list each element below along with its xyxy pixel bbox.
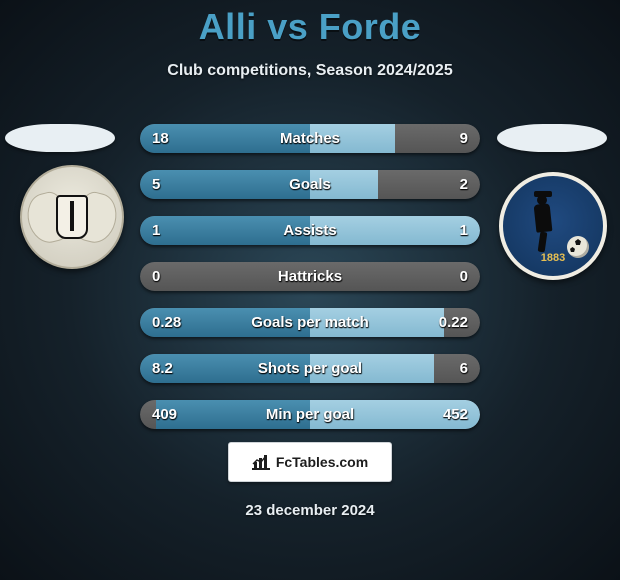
stat-value-right: 1 bbox=[460, 216, 468, 245]
player-avatar-left bbox=[5, 124, 115, 152]
stat-value-left: 1 bbox=[152, 216, 160, 245]
badge-year: 1883 bbox=[503, 252, 603, 264]
stat-fill-left bbox=[156, 400, 310, 429]
stat-row: 52Goals bbox=[140, 170, 480, 199]
stat-fill-right bbox=[310, 170, 378, 199]
stat-fill-right bbox=[310, 308, 444, 337]
title-vs: vs bbox=[267, 6, 308, 47]
brand-chart-icon bbox=[252, 454, 270, 470]
title-player-left: Alli bbox=[199, 6, 257, 47]
stat-value-left: 0.28 bbox=[152, 308, 181, 337]
stat-value-left: 409 bbox=[152, 400, 177, 429]
player-avatar-right bbox=[497, 124, 607, 152]
stat-value-right: 0.22 bbox=[439, 308, 468, 337]
stat-fill-right bbox=[310, 354, 434, 383]
stat-row: 0.280.22Goals per match bbox=[140, 308, 480, 337]
brand-text: FcTables.com bbox=[276, 454, 368, 470]
stat-fill-left bbox=[140, 170, 310, 199]
brand-chip[interactable]: FcTables.com bbox=[228, 442, 392, 482]
date-text: 23 december 2024 bbox=[0, 502, 620, 519]
stat-row: 00Hattricks bbox=[140, 262, 480, 291]
title-player-right: Forde bbox=[319, 6, 422, 47]
stat-row: 11Assists bbox=[140, 216, 480, 245]
stat-value-left: 0 bbox=[152, 262, 160, 291]
stat-value-right: 2 bbox=[460, 170, 468, 199]
stat-fill-right bbox=[310, 124, 395, 153]
subtitle: Club competitions, Season 2024/2025 bbox=[0, 62, 620, 80]
stat-value-left: 5 bbox=[152, 170, 160, 199]
page-title: Alli vs Forde bbox=[0, 6, 620, 48]
stat-row: 409452Min per goal bbox=[140, 400, 480, 429]
stat-row: 189Matches bbox=[140, 124, 480, 153]
stat-value-right: 452 bbox=[443, 400, 468, 429]
stat-value-right: 6 bbox=[460, 354, 468, 383]
team-badge-right: 1883 bbox=[499, 172, 607, 280]
stat-value-left: 18 bbox=[152, 124, 169, 153]
stat-value-right: 0 bbox=[460, 262, 468, 291]
team-badge-left bbox=[20, 165, 124, 269]
stat-fill-left bbox=[140, 216, 310, 245]
stat-value-right: 9 bbox=[460, 124, 468, 153]
stat-row: 8.26Shots per goal bbox=[140, 354, 480, 383]
stat-fill-right bbox=[310, 216, 480, 245]
stat-value-left: 8.2 bbox=[152, 354, 173, 383]
stat-rows: 189Matches52Goals11Assists00Hattricks0.2… bbox=[140, 124, 480, 446]
